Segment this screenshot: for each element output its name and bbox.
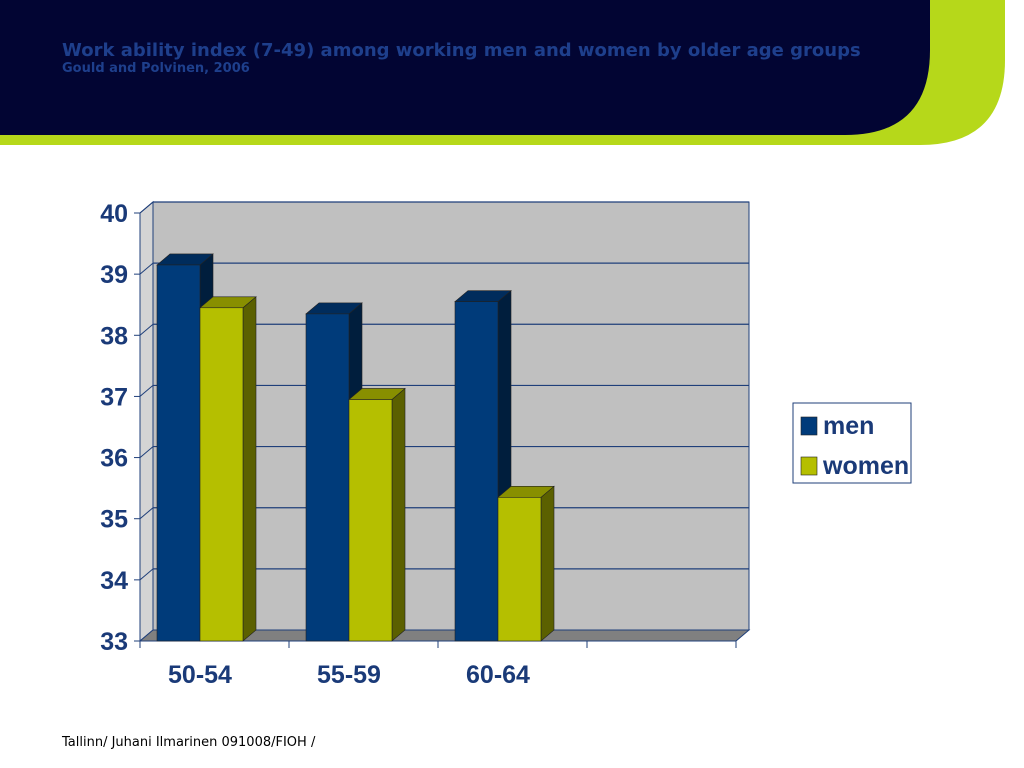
bar-side (391, 387, 406, 642)
bar-women-55-59 (348, 387, 406, 642)
bar-women-60-64 (497, 485, 555, 642)
gridline-side (139, 201, 154, 214)
legend-swatch-women (800, 456, 818, 476)
bar-women-50-54 (199, 296, 257, 642)
banner-dark-shape (0, 0, 930, 135)
legend-swatch-men (800, 416, 818, 436)
slide-title: Work ability index (7-49) among working … (62, 40, 861, 61)
y-tick-label: 37 (100, 383, 128, 411)
slide-subtitle: Gould and Polvinen, 2006 (62, 61, 250, 76)
legend-label-men: men (823, 412, 874, 440)
legend-label-women: women (822, 452, 909, 480)
bar-side (540, 485, 555, 642)
y-tick-label: 40 (100, 200, 128, 228)
y-tick-label: 38 (100, 322, 128, 350)
x-category-label: 55-59 (317, 661, 381, 689)
gridline-side (139, 446, 154, 458)
slide-footer: Tallinn/ Juhani Ilmarinen 091008/FIOH / (62, 735, 316, 750)
title-block: Work ability index (7-49) among working … (62, 40, 902, 77)
y-tick-label: 35 (100, 506, 128, 534)
plot-side-wall (139, 200, 154, 643)
y-tick-label: 39 (100, 261, 128, 289)
bar-front (348, 399, 393, 642)
bar-front (199, 307, 244, 642)
bar-front (305, 313, 350, 642)
x-category-label: 60-64 (466, 661, 530, 689)
y-tick-label: 34 (100, 567, 128, 595)
gridline-side (139, 323, 154, 336)
bar-front (497, 497, 542, 642)
bar-front (156, 264, 201, 642)
y-tick-label: 33 (100, 628, 128, 656)
gridline-side (139, 568, 154, 581)
bar-side (242, 296, 257, 642)
gridline-side (139, 507, 154, 520)
gridline-side (139, 262, 154, 275)
x-category-label: 50-54 (168, 661, 232, 689)
y-tick-label: 36 (100, 445, 128, 473)
bar-front (454, 301, 499, 642)
gridline-side (139, 385, 154, 397)
header-banner (0, 0, 1005, 145)
